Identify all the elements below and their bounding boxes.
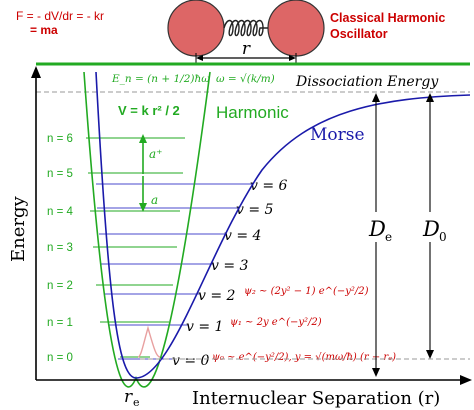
- left-mass: [167, 0, 225, 57]
- D0-arrow-top-icon: [426, 93, 434, 102]
- harmonic-level-label: n = 3: [47, 242, 73, 254]
- morse-level-labels: v = 0 v = 1 v = 2 v = 3 v = 4 v = 5 v = …: [172, 178, 288, 369]
- morse-level-label: v = 5: [236, 202, 274, 218]
- right-mass: [267, 0, 325, 57]
- x-axis-arrow-icon: [460, 375, 472, 385]
- harmonic-label: Harmonic: [216, 103, 289, 122]
- morse-level-label: v = 6: [250, 178, 288, 194]
- raising-operator-label: a⁺: [149, 147, 163, 161]
- harmonic-level-label: n = 1: [47, 317, 73, 329]
- harmonic-level-label: n = 5: [47, 168, 73, 180]
- spring-arrow-right-head: [289, 55, 296, 61]
- D0-arrow-bottom-icon: [426, 350, 434, 359]
- lowering-operator-label: a: [151, 193, 158, 207]
- classical-title-line2: Oscillator: [330, 27, 388, 41]
- spring-icon: [223, 19, 268, 37]
- De-label: D: [368, 217, 386, 241]
- morse-level-label: v = 3: [211, 258, 249, 274]
- harmonic-level-label: n = 6: [47, 133, 73, 145]
- y-axis-arrow-icon: [31, 66, 41, 78]
- wavefunction-psi0: ψ₀ ~ e^(−y²/2), y = √(mω/ħ) (r − rₑ): [212, 352, 396, 363]
- harmonic-level-label: n = 4: [47, 206, 74, 218]
- morse-curve: [95, 71, 471, 379]
- raise-arrow-icon: [139, 134, 147, 143]
- spring-arrow-left-head: [196, 55, 203, 61]
- potential-formula: V = k r² / 2: [118, 103, 180, 118]
- ladder-operators: a⁺ a: [139, 134, 163, 212]
- force-equation-line1: F = - dV/dr = - kr: [16, 9, 104, 23]
- morse-level-label: v = 0: [172, 353, 210, 369]
- morse-level-label: v = 1: [186, 319, 223, 335]
- re-subscript: e: [133, 396, 140, 409]
- force-equation-line2: = ma: [30, 23, 58, 37]
- morse-level-label: v = 4: [224, 228, 261, 244]
- wavefunction-psi2: ψ₂ ~ (2y² − 1) e^(−y²/2): [244, 286, 369, 297]
- wavefunction-psi1: ψ₁ ~ 2y e^(−y²/2): [230, 317, 322, 328]
- omega-formula: ω = √(k/m): [216, 73, 275, 85]
- harmonic-level-labels: n = 0 n = 1 n = 2 n = 3 n = 4 n = 5 n = …: [47, 133, 74, 364]
- wavefunction-psi0-plot: [137, 325, 161, 358]
- harmonic-level-label: n = 0: [47, 352, 73, 364]
- classical-title-line1: Classical Harmonic: [330, 11, 445, 25]
- D0-label: D: [422, 217, 440, 241]
- harmonic-curve: [83, 71, 211, 388]
- morse-label: Morse: [310, 125, 365, 145]
- De-arrow-top-icon: [372, 93, 380, 102]
- dissociation-label: Dissociation Energy: [295, 74, 439, 90]
- classical-oscillator: r: [167, 0, 325, 63]
- morse-level-label: v = 2: [198, 288, 236, 304]
- energy-formula: E_n = (n + 1/2)ħω: [111, 73, 210, 85]
- spring-length-label: r: [242, 39, 251, 59]
- x-axis-label: Internuclear Separation (r): [192, 388, 440, 409]
- re-label: r: [124, 387, 133, 407]
- harmonic-level-label: n = 2: [47, 280, 73, 292]
- De-arrow-bottom-icon: [372, 368, 380, 377]
- D0-subscript: 0: [439, 230, 447, 244]
- axes: [31, 66, 472, 385]
- y-axis-label: Energy: [8, 195, 29, 262]
- dissociation-energy-arrows: D e D 0: [366, 93, 448, 377]
- De-subscript: e: [385, 230, 392, 244]
